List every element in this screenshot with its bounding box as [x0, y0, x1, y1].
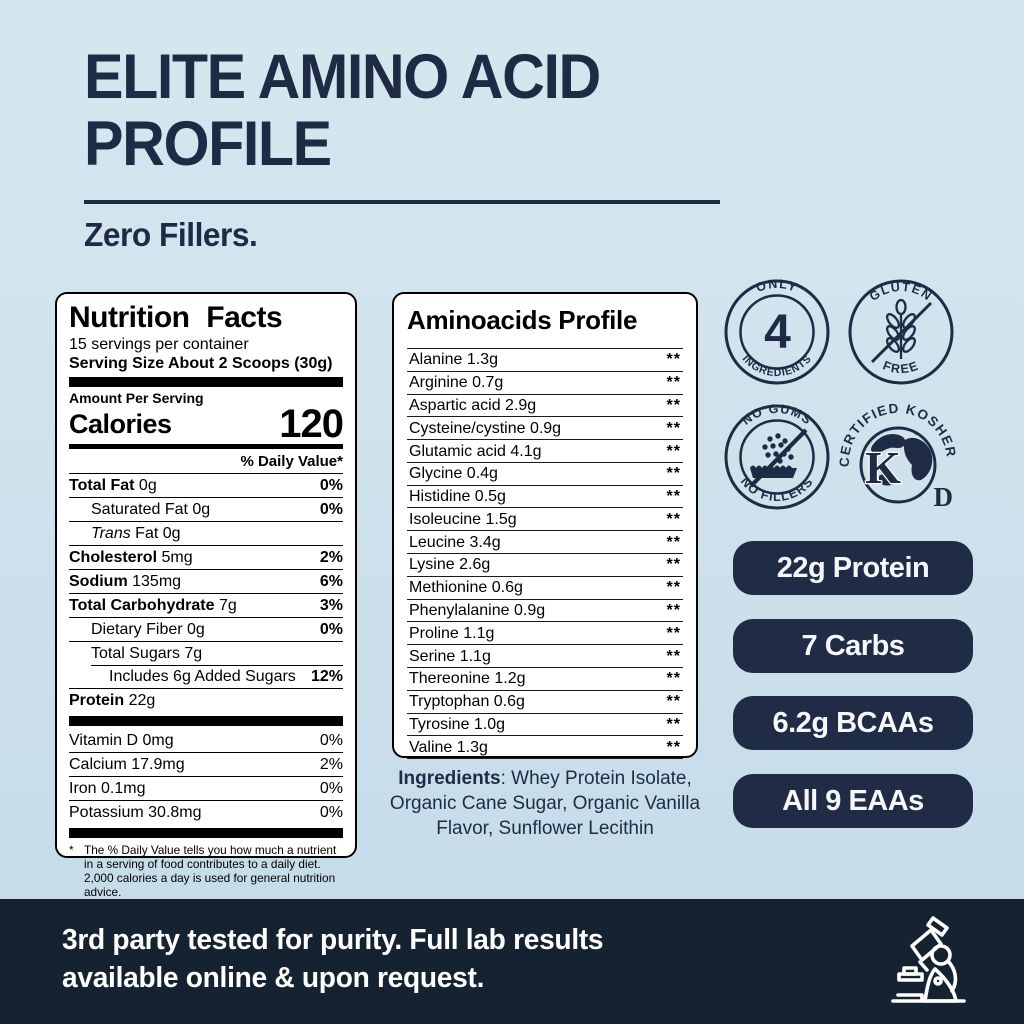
footnote-daily-value: * The % Daily Value tells you how much a…: [69, 843, 337, 899]
nutrition-facts-panel: Nutrition Facts 15 servings per containe…: [55, 292, 357, 918]
no-gums-no-fillers-badge: NO GUMS NO FILLERS: [724, 402, 830, 510]
aminoacid-row: Aspartic acid 2.9g **: [407, 393, 683, 417]
calories-row: Calories 120: [69, 402, 344, 446]
daily-value-header: % Daily Value*: [240, 453, 343, 470]
svg-text:K: K: [865, 442, 901, 493]
nutrient-row: Total Carbohydrate 7g 3%: [69, 593, 343, 617]
badge-number: 4: [764, 306, 791, 359]
servings-per-container: 15 servings per container: [69, 336, 249, 353]
aminoacid-row: Glycine 0.4g **: [407, 461, 683, 485]
footer-text: 3rd party tested for purity. Full lab re…: [62, 924, 604, 994]
aminoacids-panel: Aminoacids Profile Alanine 1.3g ** Argini…: [392, 292, 698, 760]
vitamin-row: Vitamin D 0mg 0%: [69, 729, 343, 753]
aminoacid-row: Leucine 3.4g **: [407, 530, 683, 553]
nutrition-facts-title: Nutrition Facts: [69, 301, 283, 334]
stat-pill-bcaas: 6.2g BCAAs: [733, 696, 973, 750]
stat-pill-eaas: All 9 EAAs: [733, 774, 973, 828]
ingredients-label: Ingredients: [398, 768, 501, 789]
only-4-ingredients-badge: ONLY 4 INGREDIENTS: [724, 277, 830, 385]
divider-thick: [69, 716, 343, 726]
aminoacid-row: Cysteine/cystine 0.9g **: [407, 416, 683, 439]
aminoacids-title: Aminoacids Profile: [407, 305, 638, 335]
footer-bar: 3rd party tested for purity. Full lab re…: [0, 899, 1024, 1024]
aminoacid-rows: Alanine 1.3g ** Arginine 0.7g ** Aspartic …: [407, 348, 683, 760]
vitamin-row: Potassium 30.8mg 0%: [69, 803, 343, 821]
microscope-icon: [891, 916, 966, 1003]
badge-grid: ONLY 4 INGREDIENTS: [722, 277, 958, 512]
nutrient-row: Sodium 135mg 6%: [69, 569, 343, 593]
aminoacid-row: Histidine 0.5g **: [407, 484, 683, 508]
aminoacid-row: Glutamic acid 4.1g **: [407, 439, 683, 462]
kosher-dairy-letter: D: [934, 482, 954, 512]
aminoacid-row: Alanine 1.3g **: [407, 348, 683, 371]
divider-thick: [69, 377, 343, 387]
subtitle: Zero Fillers.: [84, 216, 258, 253]
calories-label: Calories: [69, 409, 172, 439]
nutrient-row: Protein 22g: [69, 688, 343, 712]
vitamin-row: Calcium 17.9mg 2%: [69, 753, 343, 777]
aminoacid-row: Thereonine 1.2g **: [407, 666, 683, 690]
nutrient-row: Total Sugars 7g: [69, 641, 343, 665]
aminoacid-row: Serine 1.1g **: [407, 644, 683, 667]
wheat-icon: [870, 298, 933, 364]
ingredients-text: Ingredients: Whey Protein Isolate, Organ…: [389, 768, 701, 839]
aminoacid-row: Isoleucine 1.5g **: [407, 507, 683, 530]
stat-pill-carbs: 7 Carbs: [733, 619, 973, 673]
certified-kosher-badge: K D CERTIFIED KOSHER: [837, 401, 958, 512]
nutrient-row: Saturated Fat 0g 0%: [69, 497, 343, 521]
svg-text:FREE: FREE: [881, 358, 921, 376]
nutrient-row: Trans Fat 0g: [69, 521, 343, 545]
page-title: ELITE AMINO ACID PROFILE: [84, 42, 601, 179]
aminoacid-row: Methionine 0.6g **: [407, 575, 683, 599]
serving-size: Serving Size About 2 Scoops (30g): [69, 355, 333, 372]
nutrient-row: Dietary Fiber 0g 0%: [69, 617, 343, 641]
nutrient-row: Includes 6g Added Sugars 12%: [69, 665, 343, 688]
title-line1: ELITE AMINO ACID: [84, 42, 601, 112]
svg-text:ONLY: ONLY: [754, 277, 800, 295]
calories-value: 120: [279, 402, 344, 446]
gluten-free-badge: GLUTEN FREE: [848, 279, 954, 385]
stat-pill-protein: 22g Protein: [733, 541, 973, 595]
aminoacid-row: Proline 1.1g **: [407, 621, 683, 644]
aminoacid-row: Phenylalanine 0.9g **: [407, 598, 683, 622]
nutrient-row: Cholesterol 5mg 2%: [69, 545, 343, 569]
title-line2: PROFILE: [84, 109, 332, 179]
aminoacid-row: Lysine 2.6g **: [407, 553, 683, 576]
scoop-powder-icon: [749, 428, 808, 488]
aminoacid-row: Valine 1.3g **: [407, 735, 683, 760]
nutrient-rows: Total Fat 0g 0% Saturated Fat 0g 0% Trans …: [69, 473, 343, 712]
amount-per-serving: Amount Per Serving: [69, 390, 204, 406]
vitamin-row: Iron 0.1mg 0%: [69, 777, 343, 801]
aminoacid-row: Tryptophan 0.6g **: [407, 689, 683, 713]
divider-thick: [69, 828, 343, 838]
aminoacid-row: Tyrosine 1.0g **: [407, 712, 683, 736]
aminoacid-row: Arginine 0.7g **: [407, 370, 683, 394]
vitamin-rows: Vitamin D 0mg 0% Calcium 17.9mg 2% Iron 0.…: [69, 729, 343, 824]
divider-medium: [69, 444, 343, 449]
title-underline: [84, 200, 720, 204]
nutrient-row: Total Fat 0g 0%: [69, 473, 343, 497]
